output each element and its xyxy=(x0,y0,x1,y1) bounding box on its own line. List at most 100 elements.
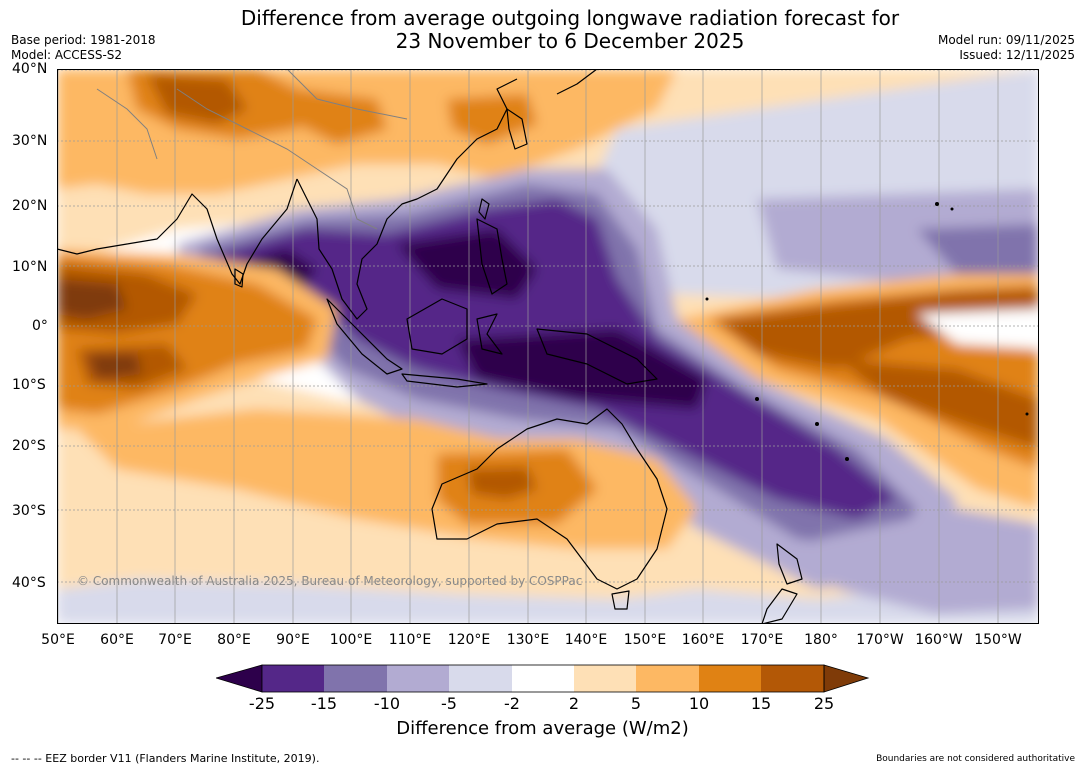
map-svg xyxy=(57,69,1039,624)
lat-label-20s: 20°S xyxy=(12,438,46,454)
lat-label-10n: 10°N xyxy=(12,259,48,275)
olr-anomaly-map: © Commonwealth of Australia 2025, Bureau… xyxy=(57,69,1039,624)
lon-label-90e: 90°E xyxy=(276,632,310,648)
model-run: Model run: 09/11/2025 xyxy=(937,33,1075,47)
colorbar-tick-15: 15 xyxy=(750,694,772,713)
field-pacific-brown-south xyxy=(837,359,1039,449)
coast-taiwan xyxy=(478,198,490,220)
field-nw-pacific-mid-purple xyxy=(917,224,1039,279)
colorbar-tick-25: 25 xyxy=(813,694,835,713)
colorbar xyxy=(216,664,870,693)
colorbar-segment-2 xyxy=(324,665,387,692)
island-hawaii xyxy=(935,202,939,206)
field-pacific-brown xyxy=(717,289,1039,369)
eez-border-note: -- -- -- EEZ border V11 (Flanders Marine… xyxy=(11,752,320,765)
issued-date: Issued: 12/11/2025 xyxy=(959,48,1075,62)
coast-new-zealand-south xyxy=(761,588,798,624)
base-period: Base period: 1981-2018 xyxy=(11,33,156,47)
lat-label-30n: 30°N xyxy=(12,133,48,149)
border-central-asia xyxy=(96,88,158,160)
island-fiji xyxy=(815,422,819,426)
field-south-lilac xyxy=(57,574,1039,624)
coast-borneo xyxy=(406,298,468,355)
colorbar-tick-minus-5: -5 xyxy=(441,694,457,713)
field-pacific-white xyxy=(917,309,1039,349)
field-convection-core-2 xyxy=(397,229,537,299)
field-australia-brown xyxy=(467,467,537,499)
country-borders xyxy=(96,69,408,230)
colorbar-segment-7 xyxy=(636,665,699,692)
lon-label-100e: 100°E xyxy=(329,632,373,648)
lat-label-equator: 0° xyxy=(32,318,48,334)
island-marshall xyxy=(705,297,709,301)
field-indian-deep-brown xyxy=(57,279,127,319)
lon-label-80e: 80°E xyxy=(217,632,251,648)
lon-label-70e: 70°E xyxy=(158,632,192,648)
model-name: Model: ACCESS-S2 xyxy=(11,48,123,62)
lon-label-160w: 160°W xyxy=(915,632,963,648)
coast-java xyxy=(401,373,488,388)
border-china-north xyxy=(286,69,408,120)
lon-label-60e: 60°E xyxy=(100,632,134,648)
coast-sumatra xyxy=(326,298,403,375)
border-india-china xyxy=(176,88,318,170)
coast-new-guinea xyxy=(536,328,658,385)
coast-arabia-india xyxy=(57,178,298,285)
coast-philippines xyxy=(476,218,508,295)
colorbar-segment-8 xyxy=(699,665,761,692)
lat-label-30s: 30°S xyxy=(12,503,46,519)
boundaries-disclaimer: Boundaries are not considered authoritat… xyxy=(876,754,1075,764)
colorbar-tick-minus-2: -2 xyxy=(504,694,520,713)
colorbar-segment-4 xyxy=(449,665,512,692)
coast-new-zealand-north xyxy=(776,543,803,585)
island-hawaii-2 xyxy=(950,207,954,211)
colorbar-tick-minus-25: -25 xyxy=(248,694,276,713)
field-china-dark-orange xyxy=(297,89,387,144)
colorbar-frame xyxy=(261,664,825,693)
lon-label-180: 180° xyxy=(804,632,838,648)
map-frame xyxy=(57,69,1039,624)
field-asia-brown xyxy=(147,74,247,124)
field-convection-core-3 xyxy=(457,329,707,409)
colorbar-tick-minus-10: -10 xyxy=(373,694,401,713)
lat-label-10s: 10°S xyxy=(12,377,46,393)
lon-label-170w: 170°W xyxy=(856,632,904,648)
field-east-china-dark-orange xyxy=(447,94,537,144)
island-vanuatu xyxy=(755,397,759,401)
lon-label-160e: 160°E xyxy=(681,632,725,648)
coastlines xyxy=(57,69,803,624)
island-tahiti xyxy=(1025,412,1029,416)
colorbar-tick-minus-15: -15 xyxy=(310,694,338,713)
colorbar-segment-3 xyxy=(387,665,449,692)
colorbar-title: Difference from average (W/m2) xyxy=(396,718,689,739)
lon-label-150w: 150°W xyxy=(974,632,1022,648)
island-new-caledonia xyxy=(845,457,849,461)
anomaly-field xyxy=(57,69,1039,624)
colorbar-cap-low xyxy=(216,664,263,693)
colorbar-segment-9 xyxy=(761,665,824,692)
colorbar-segment-5 xyxy=(512,665,574,692)
lon-label-170e: 170°E xyxy=(740,632,784,648)
lon-label-120e: 120°E xyxy=(447,632,491,648)
lon-label-150e: 150°E xyxy=(623,632,667,648)
pacific-islands xyxy=(705,202,1029,461)
colorbar-tick-10: 10 xyxy=(688,694,710,713)
lon-label-110e: 110°E xyxy=(388,632,432,648)
coast-se-asia xyxy=(296,78,518,320)
lat-label-40s: 40°S xyxy=(12,575,46,591)
lat-label-20n: 20°N xyxy=(12,198,48,214)
title-line-1: Difference from average outgoing longwav… xyxy=(240,6,900,30)
lon-label-140e: 140°E xyxy=(564,632,608,648)
title-line-2: 23 November to 6 December 2025 xyxy=(395,29,745,53)
coast-australia xyxy=(431,408,668,590)
lon-label-50e: 50°E xyxy=(41,632,75,648)
field-indian-deep-brown-2 xyxy=(87,354,142,379)
colorbar-cap-high xyxy=(823,664,870,693)
colorbar-tick-5: 5 xyxy=(630,694,642,713)
colorbar-tick-2: 2 xyxy=(568,694,580,713)
coast-korea xyxy=(506,108,528,150)
colorbar-segment-6 xyxy=(574,665,636,692)
lat-label-40n: 40°N xyxy=(12,61,48,77)
lon-label-130e: 130°E xyxy=(506,632,550,648)
coast-sulawesi xyxy=(476,313,503,355)
